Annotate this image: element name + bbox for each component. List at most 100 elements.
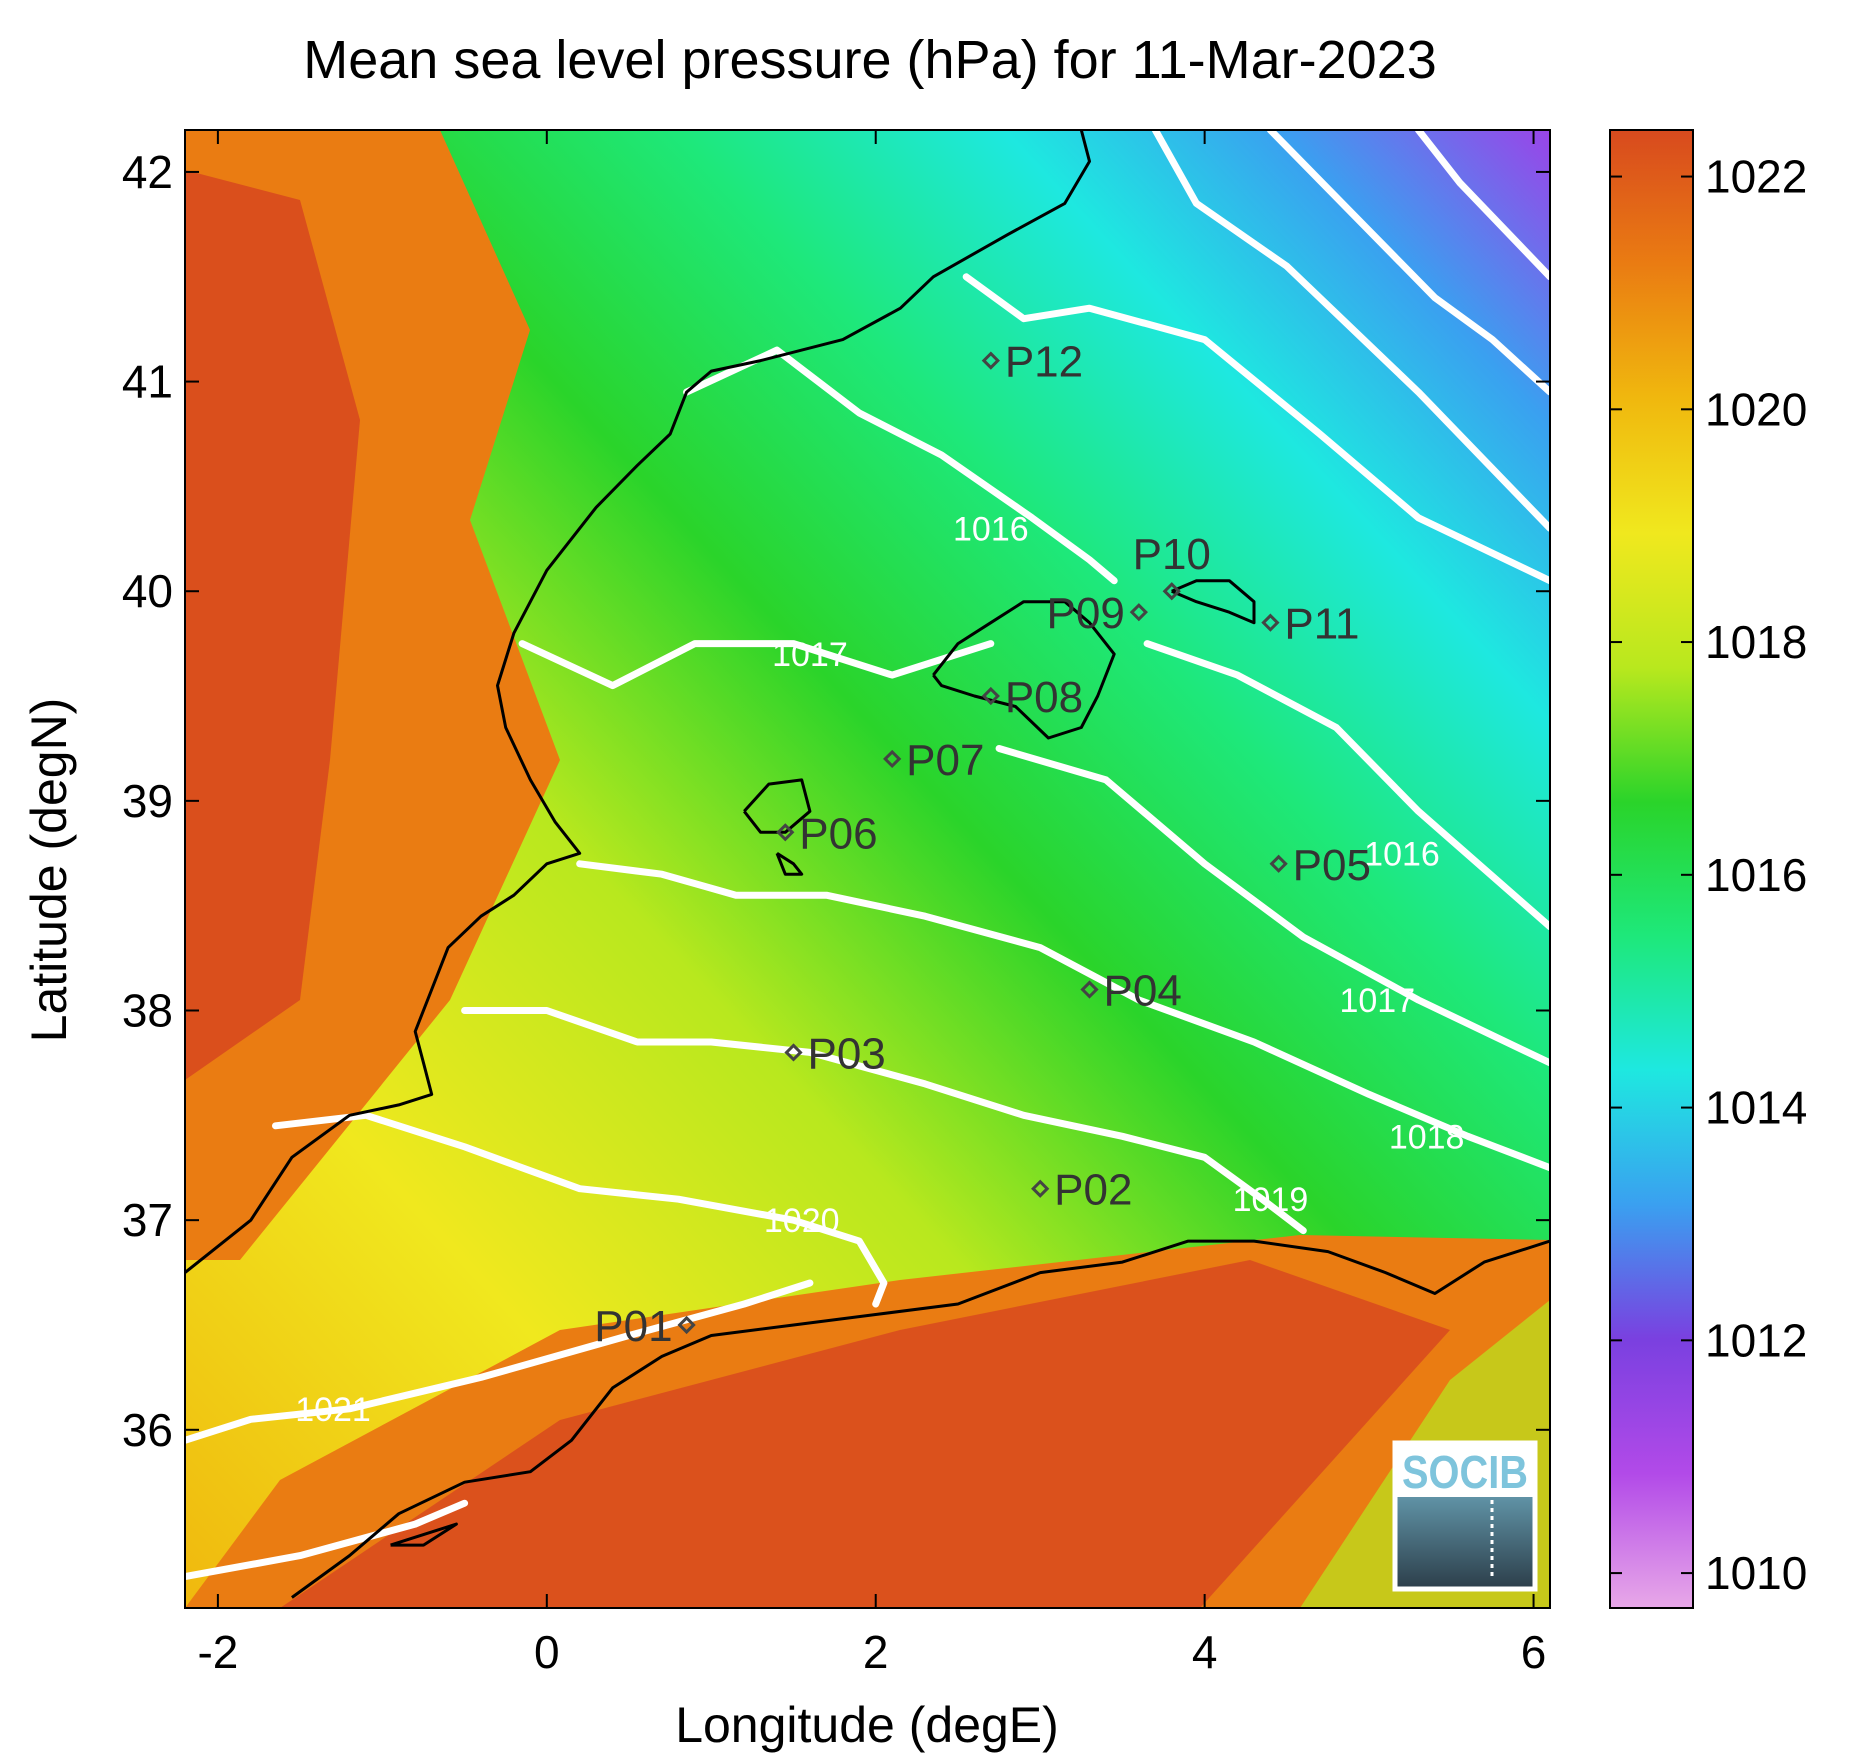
- isobar-1021: [185, 1279, 814, 1444]
- station-p07[interactable]: P07: [883, 736, 984, 785]
- station-p03[interactable]: P03: [784, 1029, 886, 1078]
- iberian-coast: [185, 130, 1091, 1274]
- isobar-label: 1016: [1364, 835, 1440, 873]
- station-label: P10: [1133, 530, 1211, 579]
- station-p04[interactable]: P04: [1080, 967, 1182, 1016]
- isobar-label: 1016: [953, 510, 1029, 548]
- colorbar-tick-label: 1018: [1705, 616, 1807, 668]
- station-marker[interactable]: [1129, 603, 1148, 622]
- station-marker[interactable]: [1080, 980, 1099, 999]
- x-tick-label: 4: [1192, 1626, 1218, 1678]
- station-marker[interactable]: [784, 1043, 803, 1062]
- colorbar-tick-label: 1022: [1705, 151, 1807, 203]
- isobar-1017: [995, 745, 1550, 1067]
- station-label: P03: [807, 1029, 885, 1078]
- station-label: P02: [1054, 1166, 1132, 1215]
- isobar-1016: [683, 346, 1118, 585]
- colorbar-tick-label: 1012: [1705, 1314, 1807, 1366]
- colorbar-tick-label: 1010: [1705, 1547, 1807, 1599]
- isobar-1021: [185, 1499, 469, 1581]
- station-p09[interactable]: P09: [1047, 589, 1148, 638]
- isobar-label: 1020: [764, 1202, 840, 1240]
- isobar-label: 1017: [772, 636, 848, 674]
- isobar-1013: [1266, 130, 1550, 396]
- station-label: P06: [799, 809, 877, 858]
- isobar-1017: [518, 640, 995, 690]
- socib-logo: SOCIB: [1392, 1440, 1538, 1592]
- alboran-island-coast: [390, 1522, 458, 1547]
- ibiza-coast: [743, 778, 812, 834]
- station-label: P07: [906, 736, 984, 785]
- station-marker[interactable]: [1031, 1179, 1050, 1198]
- formentera-coast: [775, 852, 804, 876]
- station-label: P11: [1284, 600, 1359, 649]
- station-marker[interactable]: [883, 749, 902, 769]
- x-tick-label: -2: [197, 1626, 238, 1678]
- colorbar-tick-label: 1020: [1705, 383, 1807, 435]
- colorbar-tick-label: 1014: [1705, 1082, 1807, 1134]
- isobar-label: 1017: [1339, 982, 1415, 1020]
- menorca-coast: [1171, 579, 1256, 625]
- coastline-layer: [185, 130, 1550, 1599]
- land-iberia-highland: [185, 170, 360, 1080]
- isobar-1012: [1414, 130, 1550, 281]
- station-label: P08: [1005, 673, 1083, 722]
- y-tick-label: 38: [122, 985, 173, 1037]
- station-marker[interactable]: [1162, 582, 1181, 601]
- station-p02[interactable]: P02: [1031, 1166, 1132, 1215]
- isobar-label: 1018: [1389, 1118, 1465, 1156]
- station-label: P04: [1104, 967, 1182, 1016]
- isobar-label: 1019: [1233, 1181, 1309, 1219]
- colorbar: [1609, 129, 1694, 1609]
- station-label: P01: [594, 1302, 672, 1351]
- land-africa-highland: [280, 1260, 1450, 1608]
- x-tick-label: 2: [863, 1626, 889, 1678]
- isobar-1020: [272, 1111, 888, 1308]
- isobar-1019: [461, 1007, 1307, 1235]
- isobar-layer: 1016 1016 1017 1017 1018 1019 1020 1021: [185, 130, 1550, 1581]
- station-marker[interactable]: [776, 823, 795, 842]
- isobar-1015: [962, 273, 1550, 585]
- station-marker[interactable]: [1261, 613, 1280, 632]
- isobar-1014: [1151, 130, 1550, 532]
- x-tick-label: 0: [534, 1626, 560, 1678]
- station-p12[interactable]: P12: [981, 338, 1083, 387]
- station-p06[interactable]: P06: [776, 809, 878, 858]
- plot-frame: [184, 129, 1551, 1609]
- station-p08[interactable]: P08: [981, 673, 1083, 722]
- y-tick-label: 37: [122, 1194, 173, 1246]
- station-label: P09: [1047, 589, 1125, 638]
- x-axis: -2 0 2 4 6: [197, 130, 1546, 1678]
- y-tick-label: 36: [122, 1404, 173, 1456]
- x-axis-label: Longitude (degE): [675, 1697, 1059, 1753]
- colorbar-tick-label: 1016: [1705, 849, 1807, 901]
- station-marker[interactable]: [1269, 854, 1288, 873]
- station-p11[interactable]: P11: [1261, 600, 1359, 649]
- y-axis: 36 37 38 39 40 41 42: [122, 146, 1550, 1456]
- logo-text-background: [1397, 1445, 1533, 1497]
- y-tick-label: 39: [122, 775, 173, 827]
- isobar-label: 1021: [295, 1391, 371, 1429]
- y-tick-label: 40: [122, 565, 173, 617]
- y-axis-label: Latitude (degN): [21, 698, 77, 1043]
- logo-text: SOCIB: [1402, 1446, 1528, 1498]
- station-p05[interactable]: P05: [1269, 841, 1371, 890]
- station-marker[interactable]: [677, 1315, 696, 1335]
- y-tick-label: 41: [122, 356, 173, 408]
- colorbar-ticks: 1010 1012 1014 1016 1018 1020 1022: [1610, 151, 1807, 1599]
- isobar-1018: [576, 860, 1550, 1172]
- map-title: Mean sea level pressure (hPa) for 11-Mar…: [303, 30, 1437, 90]
- mallorca-coast: [932, 600, 1116, 740]
- y-tick-label: 42: [122, 146, 173, 198]
- x-tick-label: 6: [1521, 1626, 1547, 1678]
- isobar-1016: [1143, 640, 1550, 931]
- african-coast: [291, 1239, 1550, 1599]
- station-p10[interactable]: P10: [1133, 530, 1211, 601]
- station-label: P12: [1005, 338, 1083, 387]
- station-marker[interactable]: [981, 686, 1000, 706]
- station-p01[interactable]: P01: [594, 1302, 696, 1351]
- station-marker[interactable]: [981, 351, 1000, 370]
